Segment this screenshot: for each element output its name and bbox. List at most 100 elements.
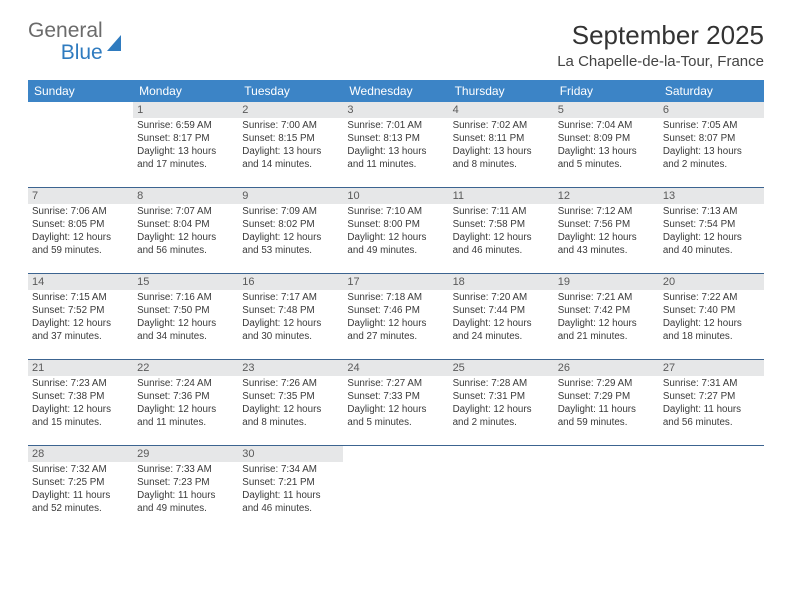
calendar-table: SundayMondayTuesdayWednesdayThursdayFrid… (28, 80, 764, 532)
daylight-text: Daylight: 12 hours and 27 minutes. (347, 318, 444, 344)
sunset-text: Sunset: 7:58 PM (453, 219, 550, 232)
sunset-text: Sunset: 7:52 PM (32, 305, 129, 318)
day-header: Monday (133, 80, 238, 102)
calendar-cell: 6Sunrise: 7:05 AMSunset: 8:07 PMDaylight… (659, 102, 764, 188)
sunrise-text: Sunrise: 7:33 AM (137, 464, 234, 477)
sunrise-text: Sunrise: 7:10 AM (347, 206, 444, 219)
day-header: Saturday (659, 80, 764, 102)
sunrise-text: Sunrise: 6:59 AM (137, 120, 234, 133)
sunset-text: Sunset: 7:40 PM (663, 305, 760, 318)
sunset-text: Sunset: 7:21 PM (242, 477, 339, 490)
sunrise-text: Sunrise: 7:04 AM (558, 120, 655, 133)
calendar-cell: 10Sunrise: 7:10 AMSunset: 8:00 PMDayligh… (343, 188, 448, 274)
calendar-cell: 21Sunrise: 7:23 AMSunset: 7:38 PMDayligh… (28, 360, 133, 446)
calendar-cell: 13Sunrise: 7:13 AMSunset: 7:54 PMDayligh… (659, 188, 764, 274)
sunset-text: Sunset: 8:15 PM (242, 133, 339, 146)
day-details: Sunrise: 7:21 AMSunset: 7:42 PMDaylight:… (554, 290, 659, 346)
sunset-text: Sunset: 7:35 PM (242, 391, 339, 404)
day-number: 4 (449, 102, 554, 118)
sunset-text: Sunset: 7:44 PM (453, 305, 550, 318)
sunset-text: Sunset: 7:33 PM (347, 391, 444, 404)
daylight-text: Daylight: 11 hours and 56 minutes. (663, 404, 760, 430)
daylight-text: Daylight: 12 hours and 40 minutes. (663, 232, 760, 258)
daylight-text: Daylight: 11 hours and 59 minutes. (558, 404, 655, 430)
day-number: 5 (554, 102, 659, 118)
calendar-week: 1Sunrise: 6:59 AMSunset: 8:17 PMDaylight… (28, 102, 764, 188)
sunrise-text: Sunrise: 7:24 AM (137, 378, 234, 391)
calendar-week: 14Sunrise: 7:15 AMSunset: 7:52 PMDayligh… (28, 274, 764, 360)
daylight-text: Daylight: 12 hours and 43 minutes. (558, 232, 655, 258)
daylight-text: Daylight: 12 hours and 2 minutes. (453, 404, 550, 430)
sunset-text: Sunset: 7:48 PM (242, 305, 339, 318)
daylight-text: Daylight: 12 hours and 24 minutes. (453, 318, 550, 344)
day-details: Sunrise: 7:02 AMSunset: 8:11 PMDaylight:… (449, 118, 554, 174)
sunrise-text: Sunrise: 7:17 AM (242, 292, 339, 305)
sunrise-text: Sunrise: 7:18 AM (347, 292, 444, 305)
day-header: Wednesday (343, 80, 448, 102)
sunset-text: Sunset: 8:17 PM (137, 133, 234, 146)
sunrise-text: Sunrise: 7:09 AM (242, 206, 339, 219)
daylight-text: Daylight: 12 hours and 30 minutes. (242, 318, 339, 344)
day-number: 11 (449, 188, 554, 204)
sunrise-text: Sunrise: 7:00 AM (242, 120, 339, 133)
location-label: La Chapelle-de-la-Tour, France (557, 53, 764, 70)
brand-triangle-icon (107, 35, 121, 51)
month-title: September 2025 (557, 20, 764, 51)
day-details: Sunrise: 7:17 AMSunset: 7:48 PMDaylight:… (238, 290, 343, 346)
day-details: Sunrise: 7:32 AMSunset: 7:25 PMDaylight:… (28, 462, 133, 518)
calendar-cell: 23Sunrise: 7:26 AMSunset: 7:35 PMDayligh… (238, 360, 343, 446)
daylight-text: Daylight: 12 hours and 11 minutes. (137, 404, 234, 430)
sunrise-text: Sunrise: 7:31 AM (663, 378, 760, 391)
calendar-cell: 14Sunrise: 7:15 AMSunset: 7:52 PMDayligh… (28, 274, 133, 360)
sunset-text: Sunset: 8:05 PM (32, 219, 129, 232)
daylight-text: Daylight: 13 hours and 17 minutes. (137, 146, 234, 172)
day-number: 8 (133, 188, 238, 204)
sunrise-text: Sunrise: 7:34 AM (242, 464, 339, 477)
daylight-text: Daylight: 12 hours and 53 minutes. (242, 232, 339, 258)
day-number: 23 (238, 360, 343, 376)
sunset-text: Sunset: 8:07 PM (663, 133, 760, 146)
daylight-text: Daylight: 12 hours and 21 minutes. (558, 318, 655, 344)
sunrise-text: Sunrise: 7:15 AM (32, 292, 129, 305)
day-number: 22 (133, 360, 238, 376)
daylight-text: Daylight: 13 hours and 14 minutes. (242, 146, 339, 172)
sunset-text: Sunset: 7:27 PM (663, 391, 760, 404)
sunrise-text: Sunrise: 7:22 AM (663, 292, 760, 305)
sunrise-text: Sunrise: 7:07 AM (137, 206, 234, 219)
calendar-cell: 30Sunrise: 7:34 AMSunset: 7:21 PMDayligh… (238, 446, 343, 532)
day-number: 29 (133, 446, 238, 462)
day-details: Sunrise: 7:27 AMSunset: 7:33 PMDaylight:… (343, 376, 448, 432)
brand-line1: General (28, 19, 103, 42)
daylight-text: Daylight: 11 hours and 49 minutes. (137, 490, 234, 516)
day-number: 28 (28, 446, 133, 462)
sunset-text: Sunset: 8:02 PM (242, 219, 339, 232)
brand-line2: Blue (61, 41, 103, 64)
calendar-week: 7Sunrise: 7:06 AMSunset: 8:05 PMDaylight… (28, 188, 764, 274)
sunset-text: Sunset: 7:56 PM (558, 219, 655, 232)
sunset-text: Sunset: 7:50 PM (137, 305, 234, 318)
day-number: 6 (659, 102, 764, 118)
daylight-text: Daylight: 12 hours and 49 minutes. (347, 232, 444, 258)
calendar-week: 21Sunrise: 7:23 AMSunset: 7:38 PMDayligh… (28, 360, 764, 446)
sunset-text: Sunset: 7:29 PM (558, 391, 655, 404)
day-details: Sunrise: 7:07 AMSunset: 8:04 PMDaylight:… (133, 204, 238, 260)
day-details: Sunrise: 7:00 AMSunset: 8:15 PMDaylight:… (238, 118, 343, 174)
day-header-row: SundayMondayTuesdayWednesdayThursdayFrid… (28, 80, 764, 102)
day-details: Sunrise: 7:33 AMSunset: 7:23 PMDaylight:… (133, 462, 238, 518)
day-details: Sunrise: 7:11 AMSunset: 7:58 PMDaylight:… (449, 204, 554, 260)
day-number: 21 (28, 360, 133, 376)
day-details: Sunrise: 7:09 AMSunset: 8:02 PMDaylight:… (238, 204, 343, 260)
calendar-cell: 19Sunrise: 7:21 AMSunset: 7:42 PMDayligh… (554, 274, 659, 360)
sunrise-text: Sunrise: 7:20 AM (453, 292, 550, 305)
daylight-text: Daylight: 13 hours and 8 minutes. (453, 146, 550, 172)
calendar-head: SundayMondayTuesdayWednesdayThursdayFrid… (28, 80, 764, 102)
brand-name: General Blue (28, 20, 103, 64)
day-details: Sunrise: 7:15 AMSunset: 7:52 PMDaylight:… (28, 290, 133, 346)
day-number: 27 (659, 360, 764, 376)
day-number: 14 (28, 274, 133, 290)
daylight-text: Daylight: 12 hours and 46 minutes. (453, 232, 550, 258)
daylight-text: Daylight: 13 hours and 11 minutes. (347, 146, 444, 172)
sunrise-text: Sunrise: 7:06 AM (32, 206, 129, 219)
day-number: 10 (343, 188, 448, 204)
sunrise-text: Sunrise: 7:29 AM (558, 378, 655, 391)
